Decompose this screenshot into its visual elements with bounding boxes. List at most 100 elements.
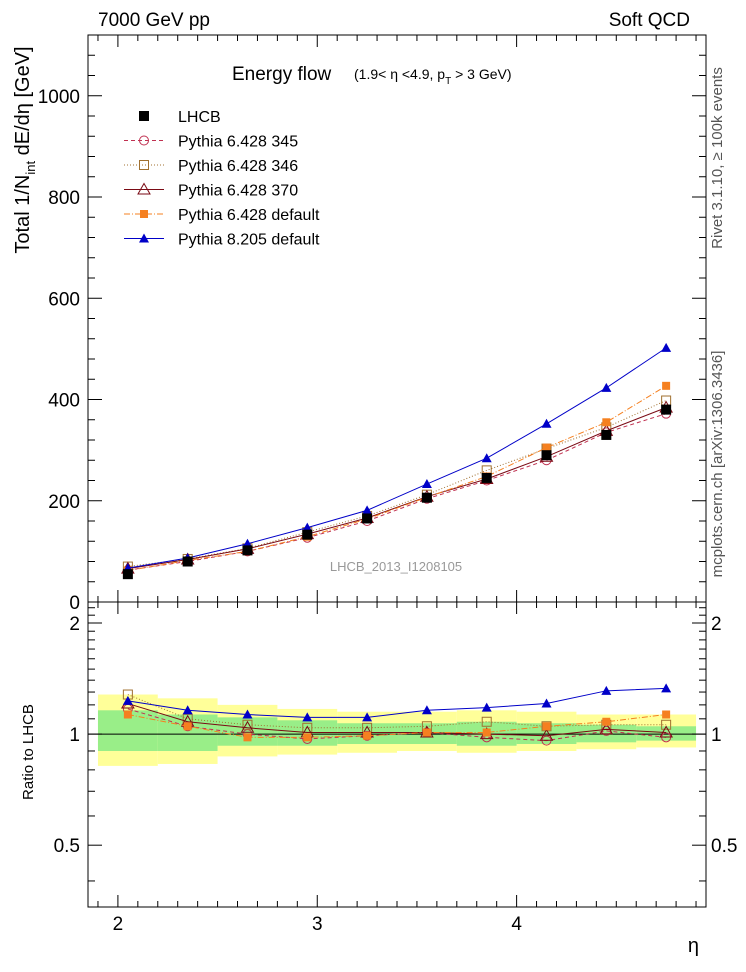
- main-y-tick-label: 800: [48, 188, 80, 209]
- main-y-axis-label: Total 1/Nint dE/dη [GeV]: [12, 46, 38, 253]
- ratio-line-pythia-6-428-345: [127, 708, 667, 742]
- band-1sigma-bin: [636, 726, 697, 741]
- ratio-point-pythia-6-428-default: [542, 722, 551, 731]
- ratio-point-pythia-6-428-default: [482, 728, 491, 737]
- legend-label-pythia-8-205-default: Pythia 8.205 default: [178, 232, 320, 249]
- series-line-pythia-6-428-345: [127, 413, 667, 571]
- title-range-text: (1.9< η <4.9, p: [354, 66, 445, 82]
- header-beam-label: 7000 GeV pp: [98, 10, 210, 31]
- title-range-subscript: T: [445, 76, 451, 87]
- ratio-line-pythia-8-205-default: [127, 687, 667, 718]
- ratio-point-pythia-6-428-default: [662, 710, 671, 719]
- ratio-series-pythia-6-428-default: [123, 710, 671, 742]
- legend-entry-lhcb: LHCB: [139, 109, 221, 126]
- ratio-point-pythia-8-205-default: [122, 695, 133, 705]
- legend-marker-pythia-6-428-370: [137, 182, 151, 195]
- main-y-tick-label: 1000: [38, 87, 80, 108]
- ratio-point-pythia-8-205-default: [362, 712, 373, 722]
- ratio-point-pythia-8-205-default: [541, 698, 552, 708]
- legend-entry-pythia-6-428-default: Pythia 6.428 default: [124, 207, 320, 224]
- series-line-pythia-6-428-default: [127, 385, 667, 572]
- main-y-tick-label: 0: [69, 593, 80, 614]
- legend-label-pythia-6-428-345: Pythia 6.428 345: [178, 134, 298, 151]
- axis-ticks: 0 200 400 600 800 1000 2 3 4 0.5 0.5 1 1 2 2: [38, 34, 737, 935]
- ratio-point-pythia-6-428-default: [183, 722, 192, 731]
- band-1sigma-bin: [277, 720, 338, 746]
- series-pythia-8-205-default: [122, 342, 672, 573]
- ratio-point-pythia-6-428-346: [541, 721, 552, 732]
- ratio-point-pythia-6-428-default: [303, 733, 312, 742]
- legend-marker-lhcb: [139, 111, 149, 121]
- series-line-pythia-6-428-370: [127, 407, 667, 570]
- ratio-point-pythia-8-205-default: [661, 683, 672, 693]
- data-point-lhcb: [661, 404, 672, 415]
- data-point-lhcb: [421, 492, 432, 503]
- data-point-lhcb: [541, 450, 552, 461]
- ratio-point-pythia-8-205-default: [601, 685, 612, 695]
- ratio-y-tick-label-right: 2: [711, 614, 722, 635]
- ratio-y-tick-label-left: 2: [69, 614, 80, 635]
- ratio-y-tick-label-right: 0.5: [711, 836, 737, 857]
- legend-marker-pythia-8-205-default: [139, 233, 149, 243]
- ratio-point-pythia-8-205-default: [302, 712, 313, 722]
- ratio-point-pythia-8-205-default: [421, 705, 432, 715]
- data-point-pythia-8-205-default: [362, 505, 373, 515]
- ylabel-subscript: int: [23, 161, 38, 175]
- x-tick-label: 4: [511, 914, 522, 935]
- ratio-point-pythia-6-428-default: [243, 733, 252, 742]
- data-point-pythia-8-205-default: [601, 382, 612, 392]
- ylabel-suffix: dE/dη [GeV]: [12, 46, 34, 161]
- analysis-id-label: LHCB_2013_I1208105: [330, 559, 462, 574]
- series-pythia-6-428-370: [121, 400, 673, 574]
- data-point-pythia-6-428-default: [602, 418, 611, 427]
- data-point-pythia-6-428-default: [542, 443, 551, 452]
- legend-marker-pythia-6-428-345: [139, 135, 149, 146]
- ratio-y-axis-label: Ratio to LHCB: [20, 704, 37, 800]
- series-line-pythia-6-428-346: [127, 400, 667, 568]
- mcplots-reference-label: mcplots.cern.ch [arXiv:1306.3436]: [709, 351, 726, 578]
- ratio-point-pythia-6-428-default: [363, 731, 372, 740]
- data-point-pythia-8-205-default: [661, 342, 672, 352]
- data-point-lhcb: [182, 556, 193, 567]
- legend-entry-pythia-8-205-default: Pythia 8.205 default: [124, 232, 320, 249]
- legend-label-lhcb: LHCB: [178, 109, 221, 126]
- legend-entry-pythia-6-428-370: Pythia 6.428 370: [124, 182, 298, 200]
- data-point-pythia-8-205-default: [302, 522, 313, 532]
- data-point-lhcb: [242, 545, 253, 556]
- series-pythia-6-428-346: [122, 395, 672, 572]
- ratio-point-pythia-8-205-default: [182, 705, 193, 715]
- data-point-lhcb: [302, 529, 313, 540]
- ratio-point-pythia-6-428-370: [240, 720, 255, 733]
- ratio-series-group: [121, 683, 673, 746]
- main-series-group: [121, 342, 673, 580]
- ratio-point-pythia-8-205-default: [242, 709, 253, 719]
- data-point-lhcb: [122, 569, 133, 580]
- plot-title-kinematic-range: (1.9< η <4.9, pT > 3 GeV): [354, 66, 512, 87]
- data-point-lhcb: [481, 472, 492, 483]
- ratio-point-pythia-6-428-370: [659, 725, 673, 738]
- legend: LHCB Pythia 6.428 345 Pythia 6.428 346 Pyth…: [124, 109, 320, 249]
- ratio-y-tick-label-left: 1: [69, 725, 80, 746]
- ratio-y-tick-label-right: 1: [711, 725, 722, 746]
- x-tick-label: 3: [312, 914, 323, 935]
- main-y-tick-label: 200: [48, 492, 80, 513]
- series-line-pythia-8-205-default: [127, 347, 667, 569]
- ratio-point-pythia-6-428-default: [602, 717, 611, 726]
- series-pythia-6-428-345: [122, 408, 672, 576]
- ratio-point-pythia-6-428-370: [599, 722, 614, 735]
- data-point-pythia-6-428-default: [662, 381, 671, 390]
- data-point-lhcb: [601, 429, 612, 440]
- ratio-point-pythia-6-428-346: [242, 719, 253, 730]
- series-pythia-6-428-default: [123, 381, 671, 575]
- x-tick-label: 2: [113, 914, 124, 935]
- data-point-pythia-8-205-default: [481, 453, 492, 463]
- data-point-pythia-8-205-default: [541, 418, 552, 428]
- ratio-point-pythia-6-428-370: [539, 728, 554, 741]
- ratio-y-tick-label-left: 0.5: [54, 836, 80, 857]
- ratio-line-pythia-6-428-370: [127, 703, 667, 737]
- data-point-lhcb: [362, 513, 373, 524]
- legend-marker-pythia-6-428-346: [139, 160, 149, 170]
- plot-title: Energy flow: [232, 64, 332, 85]
- ratio-series-pythia-8-205-default: [122, 683, 672, 722]
